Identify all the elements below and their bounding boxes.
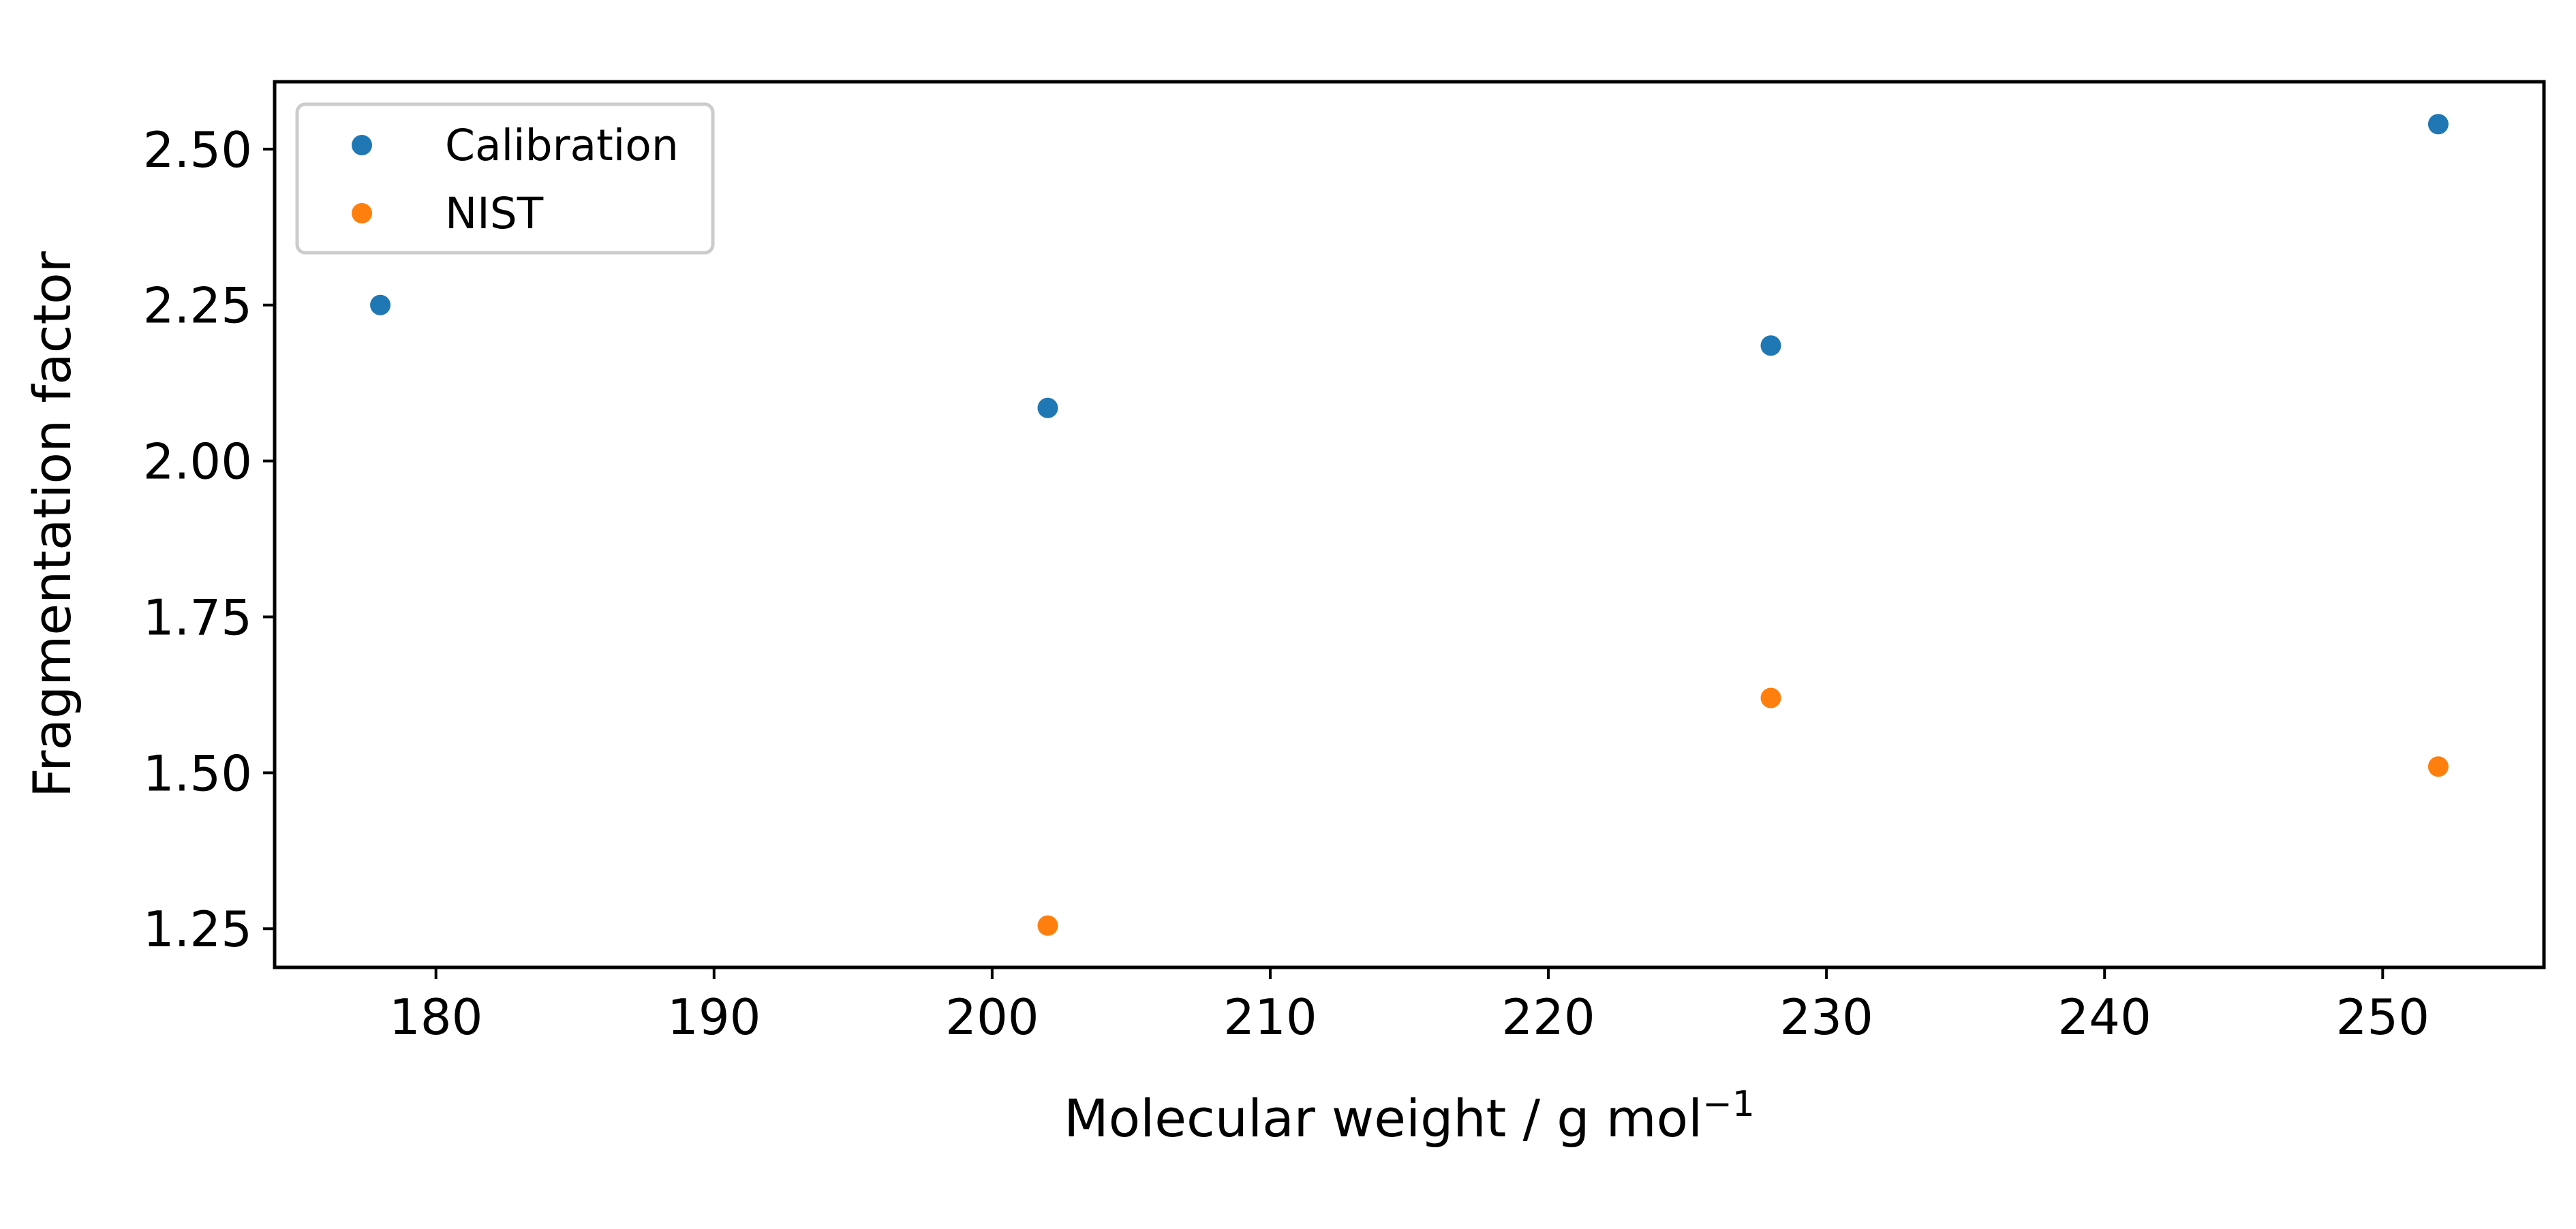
y-tick-label: 1.75	[143, 589, 252, 646]
x-axis-label-superscript: −1	[1702, 1084, 1755, 1125]
legend: Calibration NIST	[295, 102, 715, 255]
y-axis-ticks: 1.25 1.50 1.75 2.00 2.25 2.50	[143, 121, 275, 958]
legend-label-nist: NIST	[445, 189, 544, 238]
legend-marker-calibration	[352, 135, 372, 155]
x-axis-label-text: Molecular weight / g mol	[1064, 1088, 1702, 1149]
y-tick-label: 2.25	[143, 277, 252, 335]
x-axis-ticks: 180 190 200 210 220 230 240 250	[389, 967, 2429, 1046]
x-tick-label: 230	[1779, 989, 1873, 1046]
x-tick-label: 240	[2058, 989, 2151, 1046]
x-tick-label: 180	[389, 989, 482, 1046]
x-tick-label: 250	[2336, 989, 2429, 1046]
y-axis-label: Fragmentation factor	[22, 251, 82, 798]
x-tick-label: 220	[1501, 989, 1595, 1046]
y-tick-label: 2.50	[143, 121, 252, 178]
nist-point	[2427, 756, 2449, 777]
calibration-point	[1037, 397, 1058, 418]
nist-point	[1037, 915, 1058, 936]
x-axis-label: Molecular weight / g mol−1	[1064, 1084, 1755, 1149]
x-tick-label: 210	[1223, 989, 1317, 1046]
plot-area-frame	[273, 80, 2546, 969]
legend-marker-nist	[352, 203, 372, 223]
y-tick-label: 1.25	[143, 901, 252, 958]
y-tick-label: 2.00	[143, 433, 252, 491]
legend-box	[295, 102, 715, 255]
calibration-point	[370, 294, 391, 315]
x-tick-label: 190	[667, 989, 761, 1046]
calibration-point	[2427, 114, 2449, 135]
calibration-point	[1760, 335, 1781, 356]
legend-entries: Calibration NIST	[352, 121, 679, 238]
data-points	[370, 114, 2449, 936]
y-tick-label: 1.50	[143, 745, 252, 802]
legend-label-calibration: Calibration	[445, 121, 679, 170]
x-tick-label: 200	[945, 989, 1039, 1046]
nist-point	[1760, 687, 1781, 709]
